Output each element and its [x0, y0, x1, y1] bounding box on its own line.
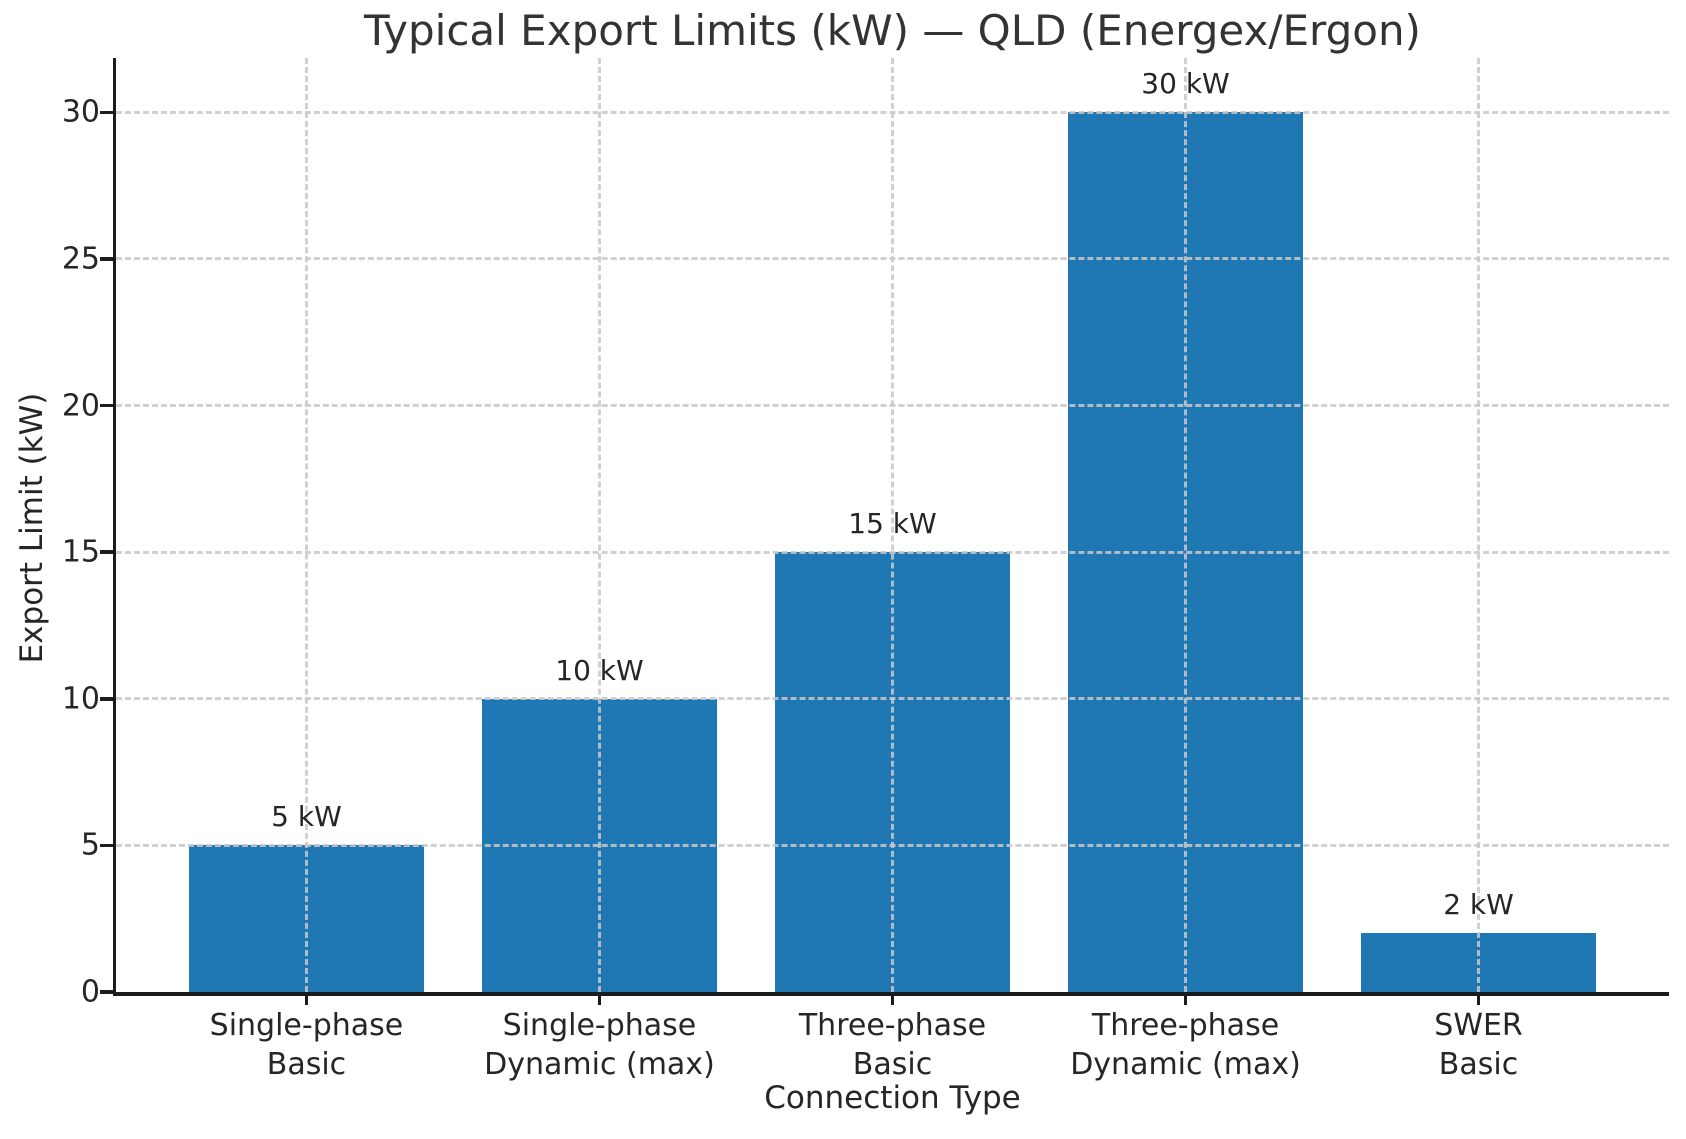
- bar-value-label: 30 kW: [1141, 67, 1230, 101]
- y-tick: [99, 110, 113, 114]
- x-tick: [304, 992, 309, 1005]
- v-gridline: [1477, 58, 1481, 992]
- y-tick: [99, 403, 113, 408]
- bar-value-label: 2 kW: [1443, 888, 1514, 922]
- x-tick: [597, 992, 602, 1005]
- v-gridline: [597, 58, 601, 992]
- v-gridline: [891, 58, 894, 992]
- y-tick: [99, 550, 113, 554]
- y-tick: [99, 257, 113, 261]
- bar-value-label: 5 kW: [271, 800, 342, 834]
- y-tick-label: 25: [61, 241, 100, 277]
- y-tick-label: 30: [61, 94, 100, 130]
- v-gridline: [1184, 58, 1188, 992]
- x-tick-label: SWER Basic: [1434, 1008, 1523, 1082]
- x-tick: [1183, 992, 1188, 1005]
- bar-value-label: 15 kW: [848, 507, 937, 541]
- y-tick: [99, 697, 113, 701]
- x-tick-label: Three-phase Dynamic (max): [1070, 1008, 1301, 1082]
- x-tick-label: Single-phase Dynamic (max): [484, 1008, 715, 1082]
- x-tick-label: Three-phase Basic: [798, 1008, 987, 1082]
- x-tick-label: Single-phase Basic: [209, 1008, 404, 1082]
- y-tick: [99, 843, 113, 848]
- x-axis-label: Connection Type: [764, 1080, 1021, 1116]
- x-tick: [1476, 992, 1481, 1005]
- chart-title: Typical Export Limits (kW) — QLD (Energe…: [364, 6, 1421, 55]
- y-tick-label: 0: [80, 974, 100, 1010]
- y-axis-spine: [112, 58, 116, 996]
- x-tick: [890, 992, 895, 1005]
- y-tick-label: 10: [61, 681, 100, 717]
- y-tick: [99, 990, 113, 994]
- v-gridline: [304, 58, 308, 992]
- plot-area: 5 kW 10 kW 15 kW 30 kW 2 kW: [116, 58, 1669, 992]
- bar-value-label: 10 kW: [555, 653, 644, 687]
- y-tick-label: 15: [61, 534, 100, 570]
- y-tick-label: 5: [80, 827, 100, 863]
- y-tick-label: 20: [61, 388, 100, 423]
